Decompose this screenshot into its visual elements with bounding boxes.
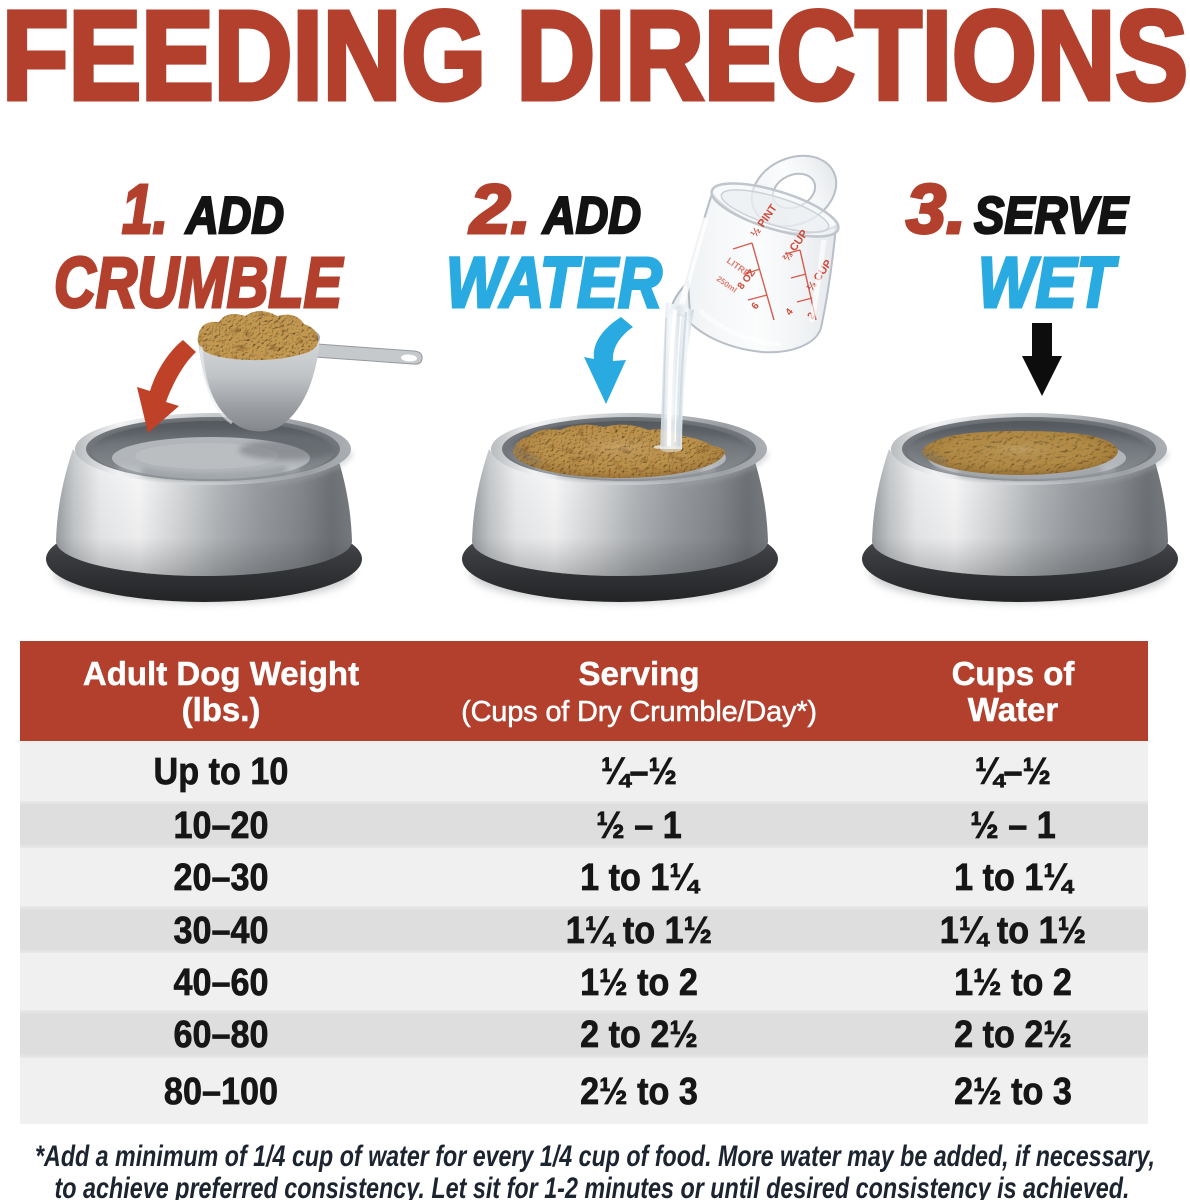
svg-text:WATER: WATER	[446, 244, 662, 320]
svg-text:ADD: ADD	[541, 187, 641, 245]
svg-text:WET: WET	[978, 244, 1119, 320]
svg-text:*Add a minimum of 1/4 cup of w: *Add a minimum of 1/4 cup of water for e…	[35, 1140, 1155, 1173]
svg-text:CRUMBLE: CRUMBLE	[54, 244, 344, 320]
svg-text:SERVE: SERVE	[974, 187, 1129, 245]
svg-text:4: 4	[784, 306, 796, 318]
svg-text:3.: 3.	[906, 170, 966, 248]
svg-text:1.: 1.	[122, 170, 168, 248]
svg-text:FEEDING DIRECTIONS: FEEDING DIRECTIONS	[2, 0, 1188, 120]
svg-text:ADD: ADD	[184, 187, 284, 245]
svg-text:2.: 2.	[468, 170, 531, 248]
svg-text:to achieve preferred consisten: to achieve preferred consistency. Let si…	[55, 1172, 1130, 1200]
svg-text:6: 6	[750, 300, 762, 312]
